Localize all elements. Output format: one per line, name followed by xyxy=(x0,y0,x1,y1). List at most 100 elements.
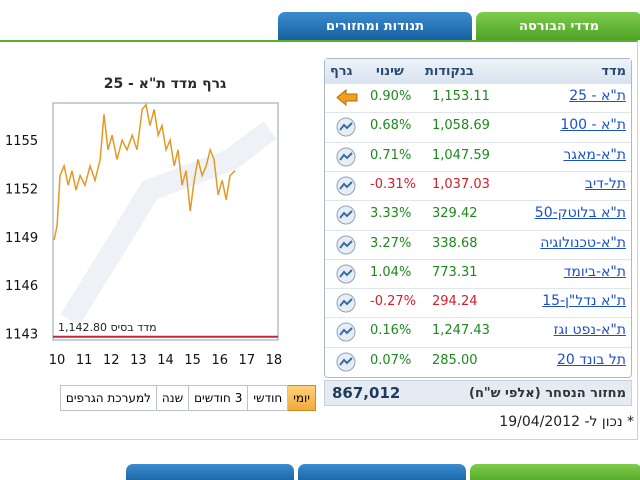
index-link[interactable]: ת"א-ביומד xyxy=(563,263,626,280)
range-button[interactable]: שנה xyxy=(155,385,190,411)
x-tick-label: 11 xyxy=(76,353,93,368)
index-link[interactable]: ת"א בלוטק-50 xyxy=(534,205,626,222)
chart-icon xyxy=(336,293,356,313)
y-tick-label: 1149 xyxy=(5,231,38,246)
y-tick-label: 1152 xyxy=(5,182,38,197)
footer-value: 867,012 xyxy=(332,384,401,402)
note: * נכון ל- 19/04/2012 xyxy=(499,414,634,430)
base-value: 1,142.80 xyxy=(58,321,107,334)
graph-icon[interactable] xyxy=(335,205,357,225)
table-footer xyxy=(324,380,632,406)
index-change: -0.31% xyxy=(370,176,416,192)
range-button[interactable]: למערכת הגרפים xyxy=(59,385,157,411)
index-link[interactable]: ת"א נדל"ן-15 xyxy=(542,293,626,310)
header-change: שינוי xyxy=(376,64,404,79)
table-header xyxy=(325,59,631,83)
chart-icon xyxy=(336,176,356,196)
graph-icon[interactable] xyxy=(335,176,357,196)
table-row xyxy=(325,200,631,230)
index-change: -0.27% xyxy=(370,294,416,310)
index-points: 1,058.69 xyxy=(432,118,490,134)
range-buttons: יומי חודשי 3 חודשים שנה למערכת הגרפים xyxy=(59,385,316,411)
index-change: 0.71% xyxy=(370,147,412,163)
y-tick-label: 1143 xyxy=(5,328,38,343)
graph-icon[interactable] xyxy=(335,117,357,137)
index-points: 1,047.59 xyxy=(432,147,490,163)
graph-icon[interactable] xyxy=(335,293,357,313)
y-tick-label: 1146 xyxy=(5,279,38,294)
arrow-icon xyxy=(336,88,358,107)
index-change: 0.07% xyxy=(370,352,412,368)
index-change: 3.27% xyxy=(370,235,412,251)
graph-icon[interactable] xyxy=(335,352,357,372)
index-points: 773.31 xyxy=(432,264,478,280)
tab-bottom-1[interactable] xyxy=(470,464,640,480)
graph-icon[interactable] xyxy=(335,322,357,342)
chart-icon xyxy=(336,205,356,225)
table-row xyxy=(325,83,631,113)
index-link[interactable]: תל-דיב xyxy=(584,175,626,192)
graph-icon[interactable] xyxy=(335,264,357,284)
range-button[interactable]: חודשי xyxy=(247,385,289,411)
tab-indices[interactable]: מדדי הבורסה xyxy=(476,12,640,40)
tab-volatility[interactable]: תנודות ומחזורים xyxy=(278,12,472,40)
x-tick-label: 14 xyxy=(157,353,174,368)
x-tick-label: 18 xyxy=(266,353,283,368)
index-change: 0.68% xyxy=(370,118,412,134)
index-link[interactable]: ת"א-מאגר xyxy=(563,146,626,163)
header-points: בנקודות xyxy=(425,64,474,79)
y-tick-label: 1155 xyxy=(5,134,38,149)
range-button[interactable]: יומי xyxy=(287,385,316,411)
header-name: מדד xyxy=(601,64,626,79)
index-points: 338.68 xyxy=(432,235,478,251)
index-change: 0.90% xyxy=(370,89,412,104)
base-text: מדד בסיס xyxy=(110,321,156,334)
index-points: 1,247.43 xyxy=(432,323,490,339)
footer-label: מחזור הנסחר (אלפי ש"ח) xyxy=(469,386,626,401)
x-tick-label: 17 xyxy=(239,353,256,368)
table-row xyxy=(325,258,631,289)
index-points: 329.42 xyxy=(432,206,478,222)
tab-bottom-2[interactable] xyxy=(298,464,466,480)
watermark xyxy=(60,121,277,326)
price-line xyxy=(53,102,236,241)
header-graph: גרף xyxy=(330,64,353,79)
tab-bottom-3[interactable] xyxy=(126,464,294,480)
index-change: 3.33% xyxy=(370,206,412,222)
chart-icon xyxy=(336,322,356,342)
chart-icon xyxy=(336,117,356,137)
x-tick-label: 12 xyxy=(103,353,120,368)
index-points: 1,037.03 xyxy=(432,176,490,192)
index-link[interactable]: תל בונד 20 xyxy=(556,351,626,368)
index-link[interactable]: ת"א - 25 xyxy=(569,88,626,104)
graph-arrow[interactable] xyxy=(335,88,358,107)
table-row xyxy=(325,288,631,318)
graph-icon[interactable] xyxy=(335,235,357,254)
index-points: 1,153.11 xyxy=(432,89,490,104)
table-row xyxy=(325,141,631,172)
x-tick-label: 13 xyxy=(130,353,147,368)
index-change: 1.04% xyxy=(370,264,412,280)
index-points: 294.24 xyxy=(432,294,478,310)
index-link[interactable]: ת"א - 100 xyxy=(560,117,626,134)
chart-icon xyxy=(336,352,356,372)
index-link[interactable]: ת"א-נפט וגז xyxy=(553,322,626,339)
table-row xyxy=(325,317,631,347)
index-link[interactable]: ת"א-טכנולוגיה xyxy=(540,234,626,251)
chart-title: גרף מדד ת"א - 25 xyxy=(104,76,227,92)
base-label: 1,142.80 מדד בסיס xyxy=(58,321,157,334)
graph-icon[interactable] xyxy=(335,147,357,167)
table-row xyxy=(325,346,631,377)
index-change: 0.16% xyxy=(370,323,412,339)
chart-icon xyxy=(336,264,356,284)
table-row xyxy=(325,229,631,260)
index-points: 285.00 xyxy=(432,352,478,368)
chart: גרף מדד ת"א - 25 1155 1152 1149 1146 1143 10 1… xyxy=(5,76,283,368)
x-tick-label: 16 xyxy=(211,353,228,368)
table-row xyxy=(325,170,631,201)
range-button[interactable]: 3 חודשים xyxy=(188,385,249,411)
table-row xyxy=(325,112,631,142)
x-tick-label: 15 xyxy=(184,353,201,368)
index-table xyxy=(324,58,632,378)
